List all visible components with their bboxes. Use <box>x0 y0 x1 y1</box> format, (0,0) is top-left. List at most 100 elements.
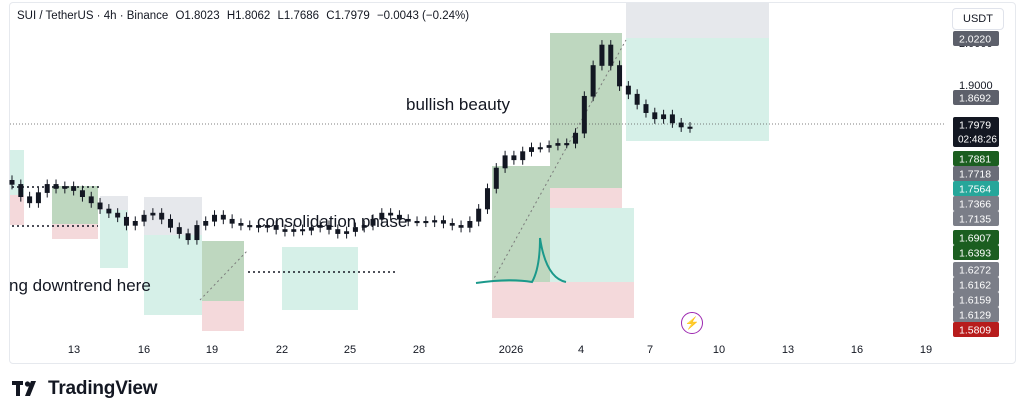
candle-body <box>352 227 358 232</box>
candle-body <box>115 212 121 218</box>
candle-body <box>123 216 129 226</box>
price-label: 1.6162 <box>959 280 991 292</box>
candle-body <box>555 143 561 146</box>
candle-body <box>335 229 341 234</box>
price-label: 1.8692 <box>959 93 991 105</box>
candle-body <box>502 155 508 169</box>
candle-body <box>167 218 173 228</box>
candle-body <box>203 221 209 226</box>
candle-body <box>511 155 517 161</box>
candle-body <box>484 188 490 210</box>
candle-body <box>467 221 473 228</box>
candle-body <box>573 132 579 144</box>
candle-body <box>264 225 270 228</box>
countdown-label: 02:48:26 <box>958 135 997 146</box>
candle-body <box>449 223 455 226</box>
price-label-bg <box>953 307 999 322</box>
candle-body <box>546 145 552 148</box>
position-zone-13 <box>492 282 634 318</box>
candle-body <box>97 202 103 210</box>
price-label-bg <box>953 262 999 277</box>
candle-body <box>678 122 684 128</box>
currency-selector[interactable]: USDT <box>952 8 1004 30</box>
x-tick-label: 13 <box>68 344 80 356</box>
symbol-header: SUI / TetherUS · 4h · Binance O1.8023 H1… <box>17 10 473 22</box>
candle-body <box>669 114 675 124</box>
candle-body <box>529 147 535 152</box>
lightning-icon[interactable]: ⚡ <box>681 312 703 334</box>
trend-sketch <box>475 237 567 284</box>
price-label: 1.7366 <box>959 199 991 211</box>
annotation-bullish: bullish beauty <box>406 95 510 114</box>
candle-body <box>62 186 68 189</box>
position-zone-2 <box>52 186 98 224</box>
candle-body <box>317 225 323 228</box>
candle-body <box>71 186 77 191</box>
candle-body <box>273 225 279 230</box>
candle-body <box>520 151 526 161</box>
position-zone-7 <box>144 235 202 315</box>
candle-body <box>423 221 429 224</box>
candle-body <box>185 233 191 241</box>
candle-body <box>27 196 33 204</box>
candle-body <box>590 65 596 97</box>
price-label: 1.7135 <box>959 214 991 226</box>
candle-body <box>379 212 385 220</box>
candle-body <box>405 218 411 222</box>
x-tick-label: 2026 <box>499 344 523 356</box>
tradingview-wordmark: TradingView <box>48 378 158 399</box>
candle-body <box>344 231 350 234</box>
price-label: 1.7979 <box>959 120 991 132</box>
projection-line-2 <box>199 249 249 301</box>
position-zone-4 <box>100 196 128 210</box>
candle-body <box>361 225 367 228</box>
y-tick-label: 1.9000 <box>959 80 993 92</box>
candle-body <box>370 218 376 226</box>
low-value: L1.7686 <box>277 10 320 22</box>
symbol-title[interactable]: SUI / TetherUS · 4h · Binance <box>17 10 169 22</box>
candle-body <box>44 184 50 193</box>
candle-body <box>440 220 446 224</box>
price-label-bg <box>953 90 999 105</box>
price-label-bg <box>953 322 999 337</box>
change-value: −0.0043 (−0.24%) <box>376 10 470 22</box>
price-label-bg <box>953 31 999 46</box>
candle-body <box>458 225 464 228</box>
candle-body <box>432 220 438 223</box>
price-label: 1.6272 <box>959 265 991 277</box>
price-label: 1.7564 <box>959 184 991 196</box>
candle-body <box>476 208 482 222</box>
price-label-bg <box>953 196 999 211</box>
candle-body <box>414 221 420 224</box>
x-tick-label: 22 <box>276 344 288 356</box>
price-label: 1.7718 <box>959 169 991 181</box>
candle-body <box>608 44 614 66</box>
candle-body <box>238 223 244 226</box>
candle-body <box>88 196 94 204</box>
candle-body <box>106 208 112 214</box>
candle-body <box>35 192 41 204</box>
x-tick-label: 19 <box>206 344 218 356</box>
candle-body <box>493 167 499 189</box>
candle-body <box>564 143 570 146</box>
candle-body <box>581 95 587 134</box>
x-tick-label: 4 <box>578 344 584 356</box>
x-tick-label: 7 <box>647 344 653 356</box>
price-label: 1.5809 <box>959 325 991 337</box>
position-zone-6 <box>144 197 202 235</box>
candle-body <box>247 225 253 228</box>
price-label-bg <box>953 211 999 226</box>
position-zone-1 <box>10 195 24 225</box>
price-label-bg <box>953 117 999 147</box>
position-zone-11 <box>282 275 358 310</box>
price-label: 1.6159 <box>959 295 991 307</box>
projection-line <box>491 39 627 283</box>
candle-body <box>176 227 182 234</box>
candle-body <box>229 218 235 224</box>
x-tick-label: 16 <box>851 344 863 356</box>
position-zone-10 <box>282 247 358 275</box>
price-label-bg <box>953 151 999 166</box>
price-label: 1.6129 <box>959 310 991 322</box>
position-zone-3 <box>52 224 98 239</box>
